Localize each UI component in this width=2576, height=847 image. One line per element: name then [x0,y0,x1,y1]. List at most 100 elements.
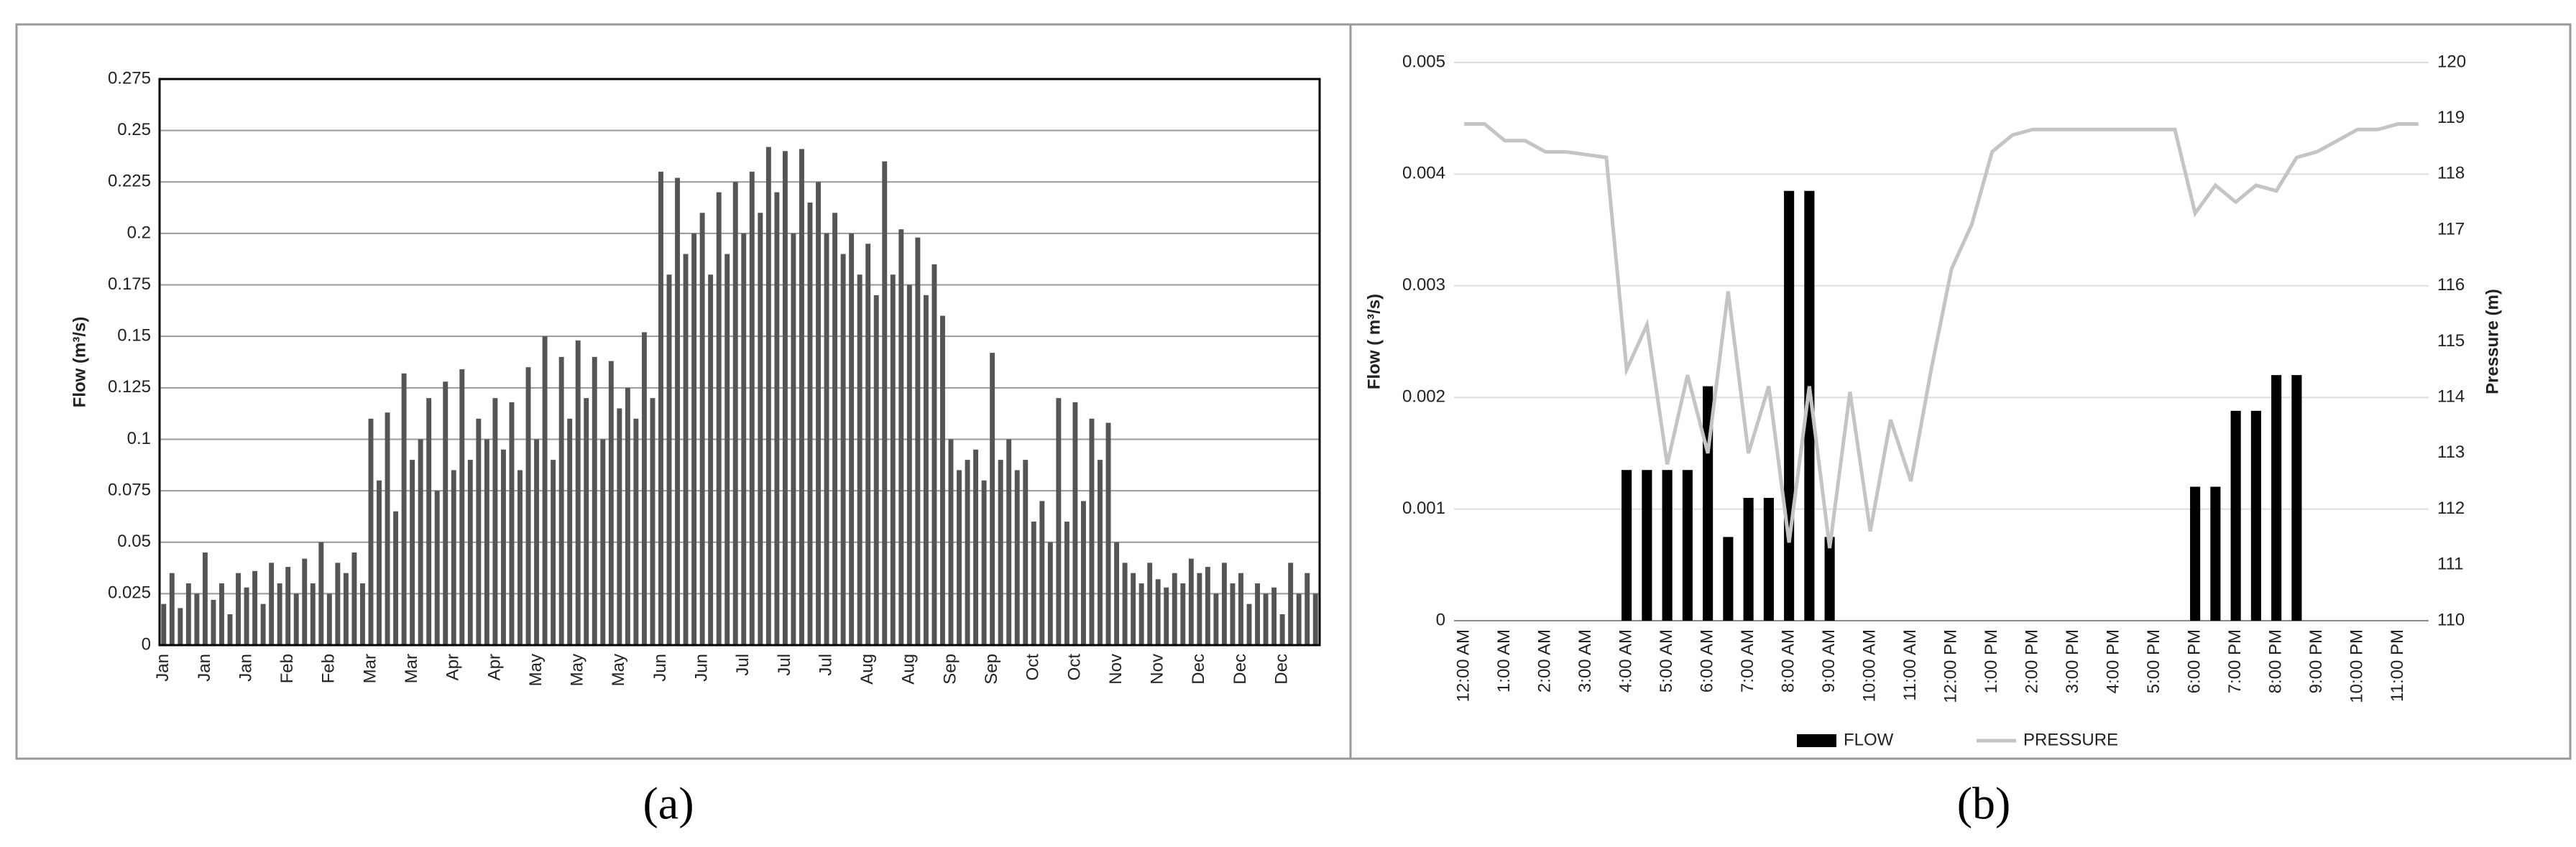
x-tick-label: 9:00 PM [2306,629,2326,693]
x-tick-label: 7:00 AM [1738,629,1757,693]
y2-tick-label: 117 [2437,219,2465,239]
bar [244,587,249,645]
bar [185,583,191,645]
bar [965,460,970,645]
bar [1296,593,1302,645]
bar [551,460,556,645]
y-tick-label: 0.001 [1402,499,1445,518]
bar [1072,402,1078,645]
x-tick-label: 12:00 PM [1941,629,1960,703]
bar [1682,470,1693,621]
x-tick-label: Dec [1230,654,1250,685]
x-tick-label: Oct [1024,654,1043,681]
y-axis-label: Flow (m³/s) [70,317,89,408]
y-tick-label: 0.1 [127,429,151,448]
y2-tick-label: 112 [2437,499,2465,518]
bar [1622,470,1632,621]
bar [269,563,275,645]
bar [816,182,821,646]
bar [749,171,755,646]
pressure-line [1464,121,2419,549]
bar [1662,470,1673,621]
bar [260,603,266,645]
x-tick-label: 2:00 PM [2022,629,2041,693]
bar [666,274,672,646]
bar [1824,537,1835,621]
bar [476,418,482,645]
bar [2271,375,2282,621]
bar [484,439,489,645]
bar [2210,486,2221,621]
bar [277,583,282,645]
bar [675,177,680,646]
bar [418,439,423,645]
bar [857,274,862,646]
bar [2250,410,2261,621]
x-tick-label: Jun [691,654,711,682]
bar [1031,522,1036,645]
bar [1064,522,1070,645]
bar [1743,498,1754,621]
bar [318,542,324,645]
x-tick-label: May [568,654,587,686]
panel-frame [1349,23,2572,760]
bar [939,315,945,645]
bar [326,593,332,645]
y2-tick-label: 113 [2437,443,2465,462]
bar [1147,563,1153,645]
bar [377,480,382,645]
y-tick-label: 0.2 [127,223,151,242]
x-tick-label: May [526,654,546,686]
bar [932,264,937,646]
bar [1023,460,1029,645]
y2-axis-label: Pressure (m) [2483,289,2502,394]
x-tick-label: Aug [899,654,919,685]
y2-tick-label: 118 [2437,164,2465,183]
y-axis-label: Flow ( m³/s) [1364,294,1384,389]
x-tick-label: Aug [857,654,877,685]
bar [178,608,183,645]
bar [302,558,308,645]
bar [765,147,771,645]
bar [923,295,929,645]
bar [849,233,855,646]
caption: (b) [1957,778,2011,829]
bar [1006,439,1012,645]
bar [1255,583,1260,645]
bar [434,491,440,645]
legend-label: PRESSURE [2023,730,2118,749]
bar [525,367,531,645]
bar [1197,573,1202,645]
x-tick-label: Jun [650,654,670,682]
x-tick-label: Oct [1064,654,1084,681]
bar [426,398,432,645]
x-tick-label: 4:00 AM [1616,629,1635,693]
bar [799,149,804,645]
legend-swatch [1797,734,1836,747]
bar [2190,486,2201,621]
x-tick-label: 3:00 AM [1576,629,1595,693]
bar [865,244,871,646]
bar [500,449,506,645]
bar [236,573,241,645]
bar [451,470,456,645]
bar [1288,563,1294,645]
bar [202,552,208,645]
y-tick-label: 0.004 [1402,164,1445,183]
bar [898,229,904,645]
bar [957,470,962,645]
bar [774,192,780,646]
x-tick-label: 8:00 PM [2266,629,2285,693]
x-tick-label: May [609,654,628,686]
y2-tick-label: 110 [2437,610,2465,629]
bar [1642,470,1652,621]
y-tick-label: 0.005 [1402,52,1445,71]
x-tick-label: Jan [195,654,214,682]
bar [1080,501,1086,645]
x-tick-label: Jan [236,654,255,682]
bar [741,233,747,646]
bar [542,336,548,645]
x-tick-label: Mar [402,654,421,683]
bar [359,583,365,645]
bar [732,182,738,646]
